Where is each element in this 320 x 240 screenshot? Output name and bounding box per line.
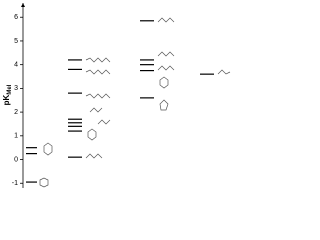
y-axis-label: pKMeI — [2, 84, 12, 105]
y-tick-label: 2 — [14, 109, 18, 116]
chart: pKMeI -1 0 1 2 3 4 5 6 — [2, 3, 231, 188]
molecule — [157, 51, 175, 57]
molecule — [87, 128, 97, 141]
y-label-sub: MeI — [7, 84, 13, 94]
molecule — [43, 142, 53, 156]
y-tick-label: 0 — [14, 156, 18, 163]
molecule — [85, 57, 111, 63]
molecule — [89, 107, 103, 113]
y-tick-label: 3 — [14, 85, 18, 92]
y-tick-label: -1 — [12, 180, 18, 187]
molecule — [85, 153, 103, 159]
molecule — [217, 69, 231, 75]
axis-arrow — [21, 3, 25, 7]
molecule — [85, 69, 111, 75]
y-tick-label: 5 — [14, 38, 18, 45]
y-tick-label: 1 — [14, 133, 18, 140]
molecule — [97, 119, 111, 125]
y-label-main: pK — [2, 94, 11, 105]
molecule — [157, 17, 175, 23]
molecule — [159, 99, 169, 111]
molecule — [39, 177, 49, 188]
molecule — [159, 76, 169, 89]
molecule — [157, 65, 175, 71]
molecule-sketches — [39, 17, 231, 188]
y-tick-label: 6 — [14, 14, 18, 21]
y-tick-label: 4 — [14, 62, 18, 69]
molecule — [85, 93, 111, 99]
